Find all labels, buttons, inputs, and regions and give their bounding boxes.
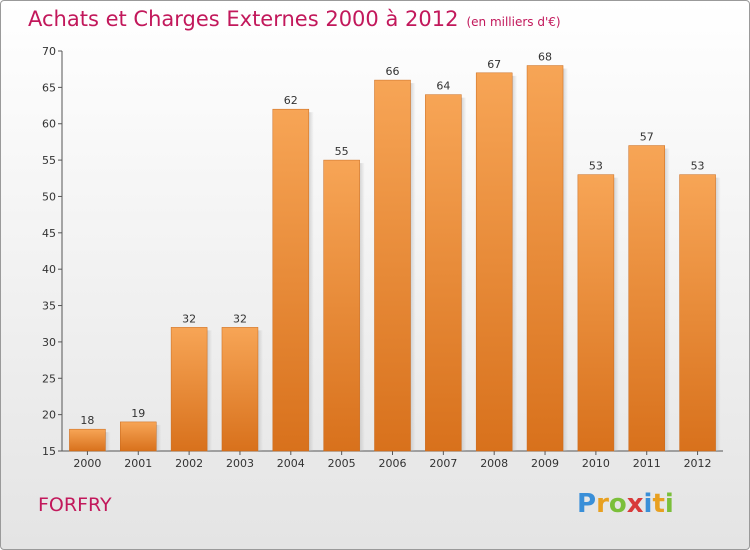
bar-shadow <box>359 163 365 451</box>
y-tick-label: 25 <box>42 372 56 385</box>
x-tick-label: 2000 <box>73 457 101 470</box>
bar-2009 <box>526 65 564 452</box>
bar-value-label: 32 <box>233 312 247 325</box>
bar-shadow <box>308 112 314 451</box>
bar-shadow <box>156 424 162 451</box>
y-tick-label: 40 <box>42 263 56 276</box>
bar-value-label: 57 <box>640 131 654 144</box>
bar-2008 <box>475 72 513 452</box>
bar-2002 <box>170 327 208 452</box>
logo-letter: r <box>596 489 609 519</box>
bar-2004 <box>272 108 310 452</box>
bar-shadow <box>563 68 569 451</box>
bar-shadow <box>410 83 416 451</box>
bar-value-label: 66 <box>386 65 400 78</box>
bar-value-label: 55 <box>335 145 349 158</box>
y-tick-label: 65 <box>42 81 56 94</box>
x-tick-label: 2012 <box>684 457 712 470</box>
bar-shadow <box>257 330 263 451</box>
x-tick-label: 2002 <box>175 457 203 470</box>
logo-letter: P <box>577 489 597 519</box>
bar-shadow <box>461 97 467 452</box>
commune-name: FORFRY <box>38 494 112 516</box>
y-tick-label: 55 <box>42 154 56 167</box>
bar-value-label: 32 <box>182 312 196 325</box>
bar-2003 <box>221 327 259 452</box>
bar-2010 <box>577 174 615 452</box>
bar-shadow <box>613 177 619 452</box>
x-tick-label: 2011 <box>633 457 661 470</box>
y-tick-label: 60 <box>42 118 56 131</box>
x-tick-label: 2006 <box>379 457 407 470</box>
bar-shadow <box>105 432 111 451</box>
chart-axes: 15 20 25 30 35 40 45 50 55 60 65 70 2000 2001 2002 2003… <box>42 45 723 470</box>
logo-letter: o <box>608 489 627 519</box>
x-tick-label: 2008 <box>480 457 508 470</box>
logo-letter: i <box>664 489 674 519</box>
bar-2011 <box>628 145 665 452</box>
x-tick-label: 2004 <box>277 457 305 470</box>
bar-2005 <box>323 159 360 452</box>
bar-2006 <box>374 79 411 452</box>
x-tick-label: 2005 <box>328 457 356 470</box>
y-tick-label: 15 <box>42 445 56 458</box>
bar-shadow <box>664 148 670 451</box>
bar-value-label: 62 <box>284 94 298 107</box>
x-tick-label: 2007 <box>429 457 457 470</box>
chart-subtitle: (en milliers d'€) <box>466 15 561 29</box>
bar-value-label: 53 <box>589 160 603 173</box>
proxiti-logo: Proxiti <box>577 489 674 519</box>
bar-2001 <box>120 421 157 452</box>
y-tick-label: 45 <box>42 227 56 240</box>
y-tick-label: 50 <box>42 190 56 203</box>
bar-value-label: 19 <box>131 407 145 420</box>
chart-bars: 18 19 32 32 62 55 66 64 67 68 53 57 53 <box>69 51 721 452</box>
y-tick-label: 20 <box>42 409 56 422</box>
bar-value-label: 53 <box>691 160 705 173</box>
bar-2007 <box>425 94 462 452</box>
bar-value-label: 18 <box>80 414 94 427</box>
bar-2000 <box>69 428 106 452</box>
bar-shadow <box>512 75 518 452</box>
bar-2012 <box>679 174 716 452</box>
y-tick-label: 70 <box>42 45 56 58</box>
x-tick-label: 2010 <box>582 457 610 470</box>
y-tick-label: 30 <box>42 336 56 349</box>
y-tick-label: 35 <box>42 300 56 313</box>
logo-letter: i <box>643 489 653 519</box>
bar-shadow <box>715 177 721 452</box>
x-tick-label: 2009 <box>531 457 559 470</box>
chart-title-text: Achats et Charges Externes 2000 à 2012 <box>28 7 459 31</box>
x-tick-label: 2001 <box>124 457 152 470</box>
logo-letter: x <box>626 489 644 519</box>
bar-value-label: 64 <box>436 80 450 93</box>
x-tick-label: 2003 <box>226 457 254 470</box>
bar-value-label: 67 <box>487 58 501 71</box>
logo-letter: t <box>652 489 665 519</box>
bar-value-label: 68 <box>538 51 552 64</box>
chart-title: Achats et Charges Externes 2000 à 2012 (e… <box>28 7 561 31</box>
bar-shadow <box>207 330 213 451</box>
